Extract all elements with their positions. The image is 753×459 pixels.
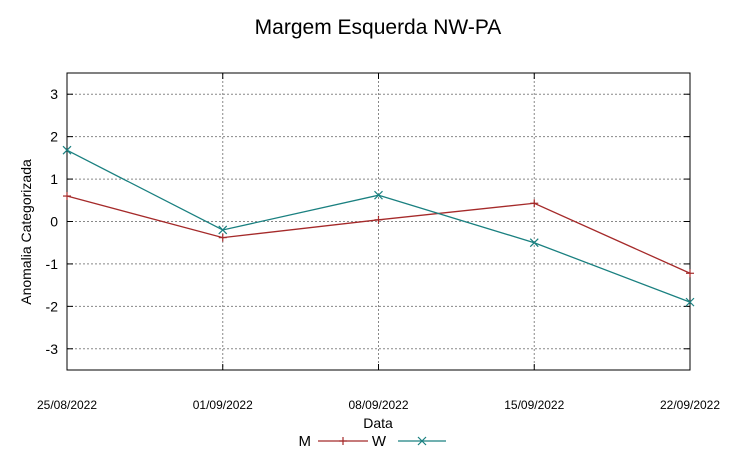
x-tick-label: 15/09/2022 [504, 398, 564, 412]
data-point-W [218, 225, 228, 235]
data-point-M [374, 215, 383, 224]
legend-label-W: W [372, 433, 387, 450]
y-axis-label: Anomalia Categorizada [18, 159, 34, 305]
y-tick-label: -2 [46, 298, 59, 314]
data-point-W [374, 190, 383, 200]
y-tick-label: 3 [50, 86, 58, 102]
x-tick-label: 25/08/2022 [37, 398, 97, 412]
legend-label-M: M [299, 433, 312, 450]
legend-marker-M [339, 437, 347, 445]
x-axis-label: Data [363, 415, 393, 431]
y-tick-label: 2 [50, 129, 58, 145]
data-point-M [218, 233, 227, 242]
legend-marker-W [417, 436, 427, 446]
series-group [62, 145, 695, 307]
x-tick-label: 22/09/2022 [660, 398, 720, 412]
y-tick-label: -3 [46, 341, 59, 357]
data-point-M [63, 192, 71, 201]
x-tick-label: 08/09/2022 [348, 398, 408, 412]
data-point-W [62, 145, 72, 155]
data-point-M [530, 199, 539, 208]
y-tick-label: -1 [46, 256, 59, 272]
y-tick-label: 1 [50, 171, 58, 187]
data-point-W [529, 238, 539, 248]
x-tick-label: 01/09/2022 [193, 398, 253, 412]
y-tick-label: 0 [50, 214, 58, 230]
chart-title: Margem Esquerda NW-PA [255, 16, 502, 39]
data-point-W [685, 297, 695, 307]
data-point-M [686, 269, 694, 278]
x-axis: 25/08/2022 01/09/2022 08/09/2022 15/09/2022… [37, 73, 720, 412]
y-axis: 3 2 1 0 -1 -2 -3 [46, 86, 690, 357]
